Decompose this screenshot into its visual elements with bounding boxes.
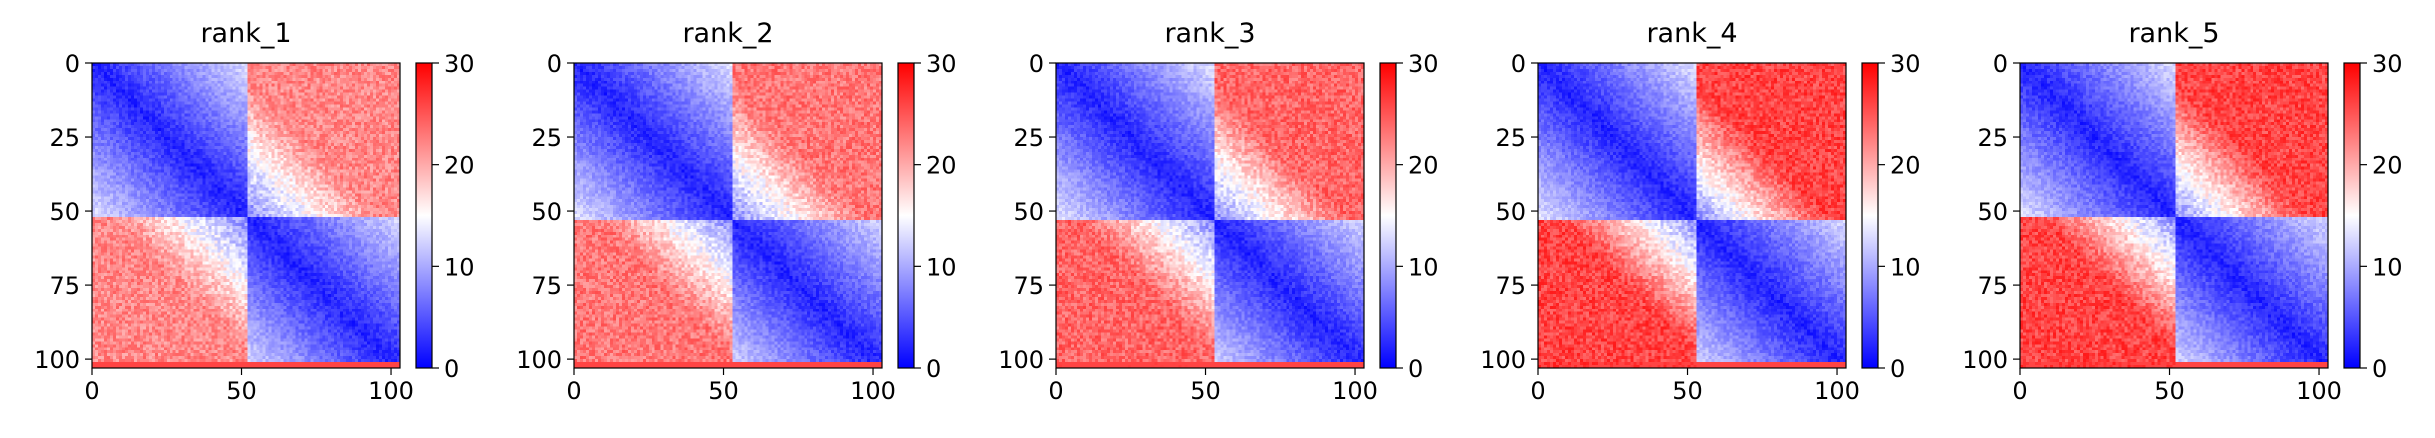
heatmap-cells <box>92 63 401 369</box>
chart-title: rank_1 <box>200 18 291 49</box>
